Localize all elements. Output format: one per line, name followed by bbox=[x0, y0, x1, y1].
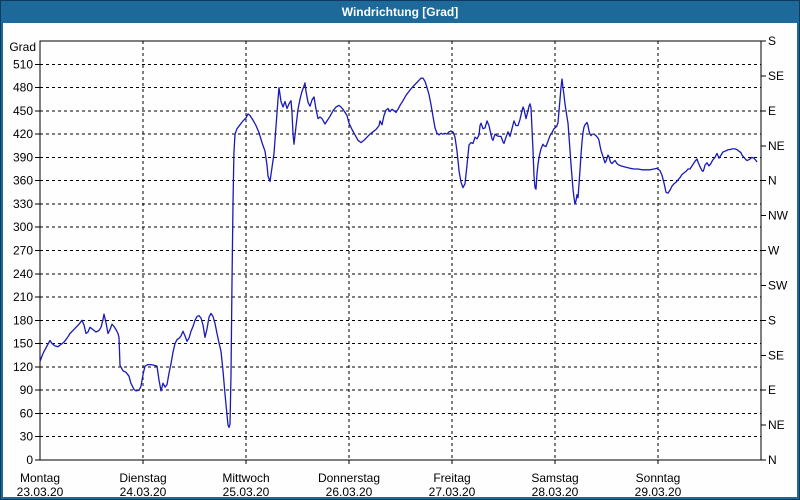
day-name-label: Montag bbox=[20, 471, 60, 485]
compass-tick-label: S bbox=[768, 34, 776, 48]
y-axis-tick-label: 300 bbox=[13, 220, 33, 234]
compass-tick-label: SW bbox=[768, 278, 788, 292]
compass-tick-label: E bbox=[768, 104, 776, 118]
day-date-label: 26.03.20 bbox=[326, 485, 373, 499]
compass-tick-label: NW bbox=[768, 209, 789, 223]
y-axis-tick-label: 150 bbox=[13, 337, 33, 351]
day-date-label: 24.03.20 bbox=[120, 485, 167, 499]
day-date-label: 27.03.20 bbox=[429, 485, 476, 499]
day-name-label: Freitag bbox=[433, 471, 470, 485]
compass-tick-label: SE bbox=[768, 69, 784, 83]
y-axis-title: Grad bbox=[9, 40, 36, 54]
day-date-label: 28.03.20 bbox=[532, 485, 579, 499]
y-axis-tick-label: 510 bbox=[13, 57, 33, 71]
y-axis-tick-label: 210 bbox=[13, 290, 33, 304]
day-name-label: Mittwoch bbox=[222, 471, 269, 485]
y-axis-tick-label: 0 bbox=[26, 453, 33, 467]
day-name-label: Samstag bbox=[531, 471, 578, 485]
wind-direction-series bbox=[39, 77, 758, 429]
y-axis-tick-label: 330 bbox=[13, 197, 33, 211]
day-name-label: Dienstag bbox=[119, 471, 166, 485]
y-axis-tick-label: 450 bbox=[13, 104, 33, 118]
compass-tick-label: N bbox=[768, 174, 777, 188]
y-axis-tick-label: 420 bbox=[13, 127, 33, 141]
y-axis-tick-label: 30 bbox=[20, 430, 34, 444]
compass-tick-label: E bbox=[768, 383, 776, 397]
title-bar: Windrichtung [Grad] bbox=[0, 0, 800, 23]
y-axis-tick-label: 270 bbox=[13, 244, 33, 258]
compass-tick-label: S bbox=[768, 313, 776, 327]
compass-tick-label: W bbox=[768, 244, 780, 258]
day-name-label: Donnerstag bbox=[318, 471, 380, 485]
y-axis-tick-label: 90 bbox=[20, 383, 34, 397]
y-axis-tick-label: 360 bbox=[13, 174, 33, 188]
compass-tick-label: N bbox=[768, 453, 777, 467]
day-date-label: 25.03.20 bbox=[223, 485, 270, 499]
y-axis-tick-label: 390 bbox=[13, 150, 33, 164]
y-axis-tick-label: 60 bbox=[20, 406, 34, 420]
y-axis-tick-label: 480 bbox=[13, 81, 33, 95]
compass-tick-label: NE bbox=[768, 139, 785, 153]
y-axis-tick-label: 120 bbox=[13, 360, 33, 374]
day-date-label: 29.03.20 bbox=[635, 485, 682, 499]
y-axis-tick-label: 180 bbox=[13, 313, 33, 327]
day-date-label: 23.03.20 bbox=[17, 485, 64, 499]
window-title: Windrichtung [Grad] bbox=[341, 4, 459, 19]
y-axis-tick-label: 240 bbox=[13, 267, 33, 281]
compass-tick-label: NE bbox=[768, 418, 785, 432]
chart-background bbox=[3, 23, 797, 497]
day-name-label: Sonntag bbox=[636, 471, 681, 485]
compass-tick-label: SE bbox=[768, 348, 784, 362]
